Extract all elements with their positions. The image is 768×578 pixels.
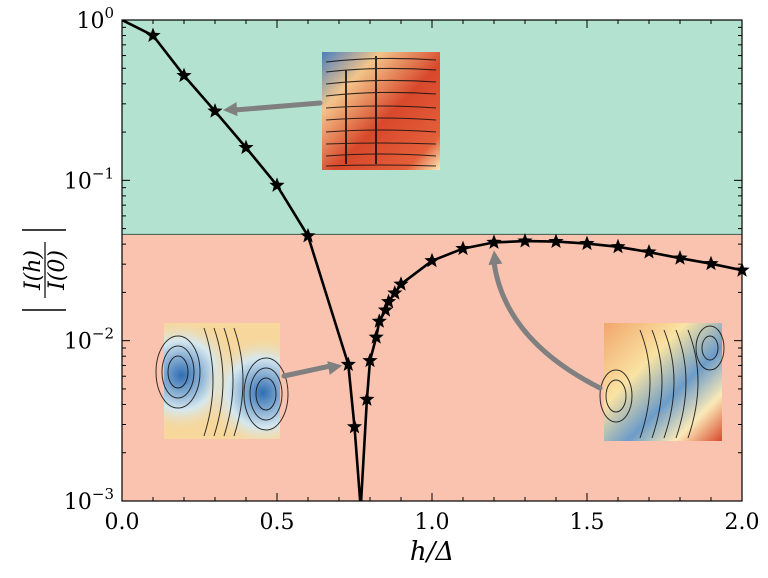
data-point: [340, 356, 356, 371]
inset-flow-field-left: [155, 323, 289, 439]
inset-images: [155, 52, 725, 441]
data-point: [387, 285, 403, 300]
data-point: [703, 255, 719, 271]
data-point: [300, 227, 316, 243]
data-point: [269, 177, 285, 192]
y-tick-exponent: −2: [92, 325, 114, 343]
data-point: [610, 238, 626, 254]
data-point: [346, 418, 363, 434]
data-point: [424, 252, 440, 268]
data-point: [371, 313, 387, 328]
data-point: [517, 233, 533, 248]
arrow-top: [223, 100, 323, 117]
y-tick-exponent: −3: [92, 485, 114, 503]
x-tick-label: 0.5: [260, 510, 295, 535]
data-point: [579, 235, 595, 251]
data-point: [207, 103, 223, 118]
y-axis-label: I(h) I(0): [21, 229, 70, 311]
data-point: [238, 139, 254, 155]
x-tick-label: 1.0: [415, 510, 450, 535]
data-point: [377, 302, 394, 317]
data-point: [368, 329, 384, 344]
data-point: [486, 234, 502, 249]
inset-flow-field-top: [322, 52, 440, 170]
x-tick-label: 0.0: [105, 510, 140, 535]
inset-flow-field-right: [599, 323, 725, 441]
y-tick-exponent: 0: [104, 4, 114, 22]
data-point: [359, 391, 375, 406]
data-point: [548, 233, 564, 249]
x-tick-label: 2.0: [725, 510, 760, 535]
data-point: [380, 293, 397, 309]
data-point: [672, 250, 688, 265]
data-point: [362, 352, 378, 368]
inset-arrows: [223, 100, 603, 391]
arrow-right: [488, 250, 603, 391]
y-tick-label: 10−1: [64, 164, 114, 194]
y-axis-label-numerator: I(h): [21, 250, 46, 291]
y-axis-label-denominator: I(0): [45, 250, 70, 291]
y-tick-exponent: −1: [92, 164, 114, 182]
data-point: [393, 276, 409, 291]
data-point: [176, 67, 192, 83]
x-axis-label: h/Δ: [410, 537, 454, 567]
y-tick-label: 100: [76, 4, 114, 34]
data-point: [145, 27, 161, 43]
data-point: [641, 244, 657, 259]
x-tick-label: 1.5: [570, 510, 605, 535]
y-tick-label: 10−2: [64, 325, 114, 355]
data-point: [455, 240, 471, 256]
arrow-left: [281, 361, 343, 379]
